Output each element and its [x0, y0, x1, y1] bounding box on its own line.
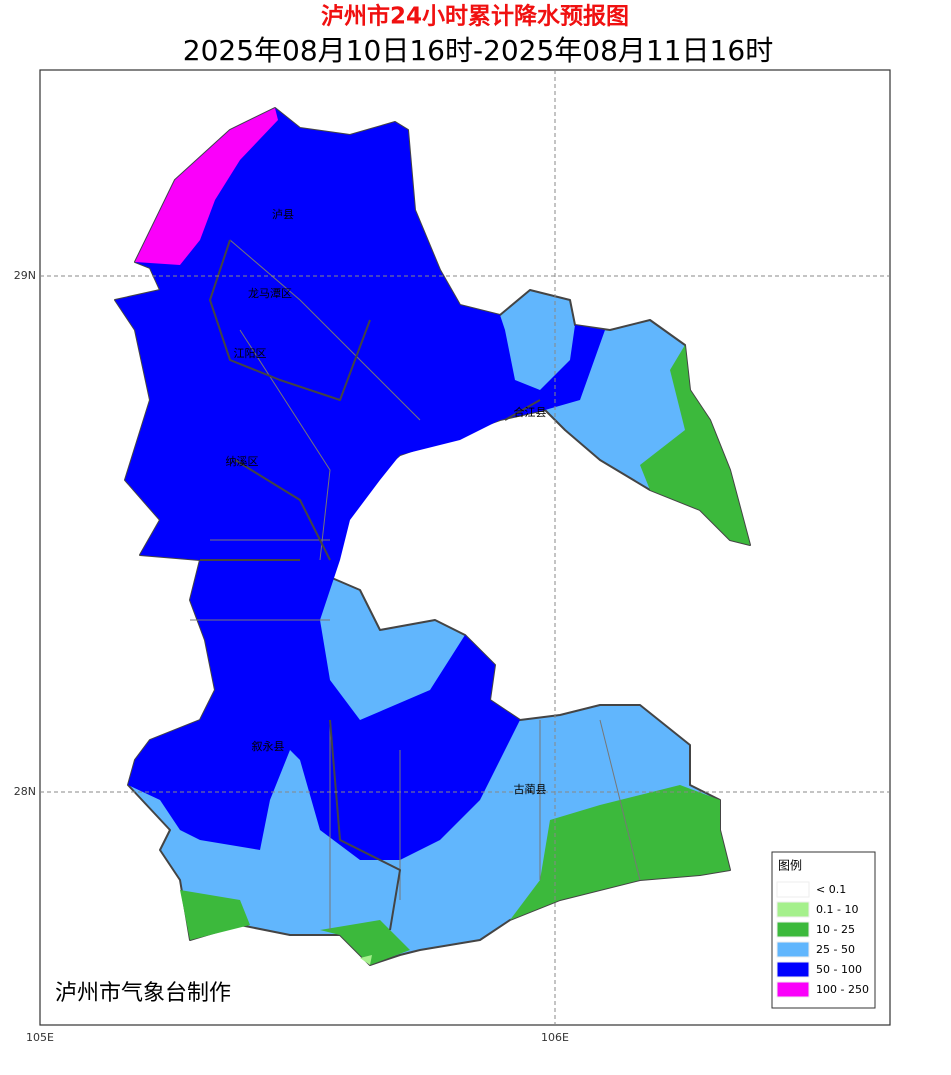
county-borders: [200, 239, 541, 931]
legend-label: 0.1 - 10: [816, 903, 858, 916]
region-10-25: [180, 890, 250, 940]
region-50-100: [115, 108, 605, 860]
legend-swatch: [776, 881, 810, 898]
region-0-10: [360, 955, 372, 965]
region-10-25: [510, 785, 730, 920]
map: [114, 107, 751, 966]
place-label: 龙马潭区: [248, 287, 292, 300]
legend-swatch: [776, 921, 810, 938]
legend-label: 50 - 100: [816, 963, 862, 976]
place-label: 叙永县: [252, 739, 285, 753]
legend-label: 100 - 250: [816, 983, 869, 996]
lat-label: 28N: [14, 785, 36, 798]
region-10-25: [640, 345, 750, 545]
place-label: 古蔺县: [514, 783, 547, 796]
place-label: 纳溪区: [226, 455, 259, 468]
legend-title: 图例: [778, 859, 802, 873]
legend-swatch: [776, 941, 810, 958]
legend-swatch: [776, 981, 810, 998]
title: 泸州市24小时累计降水预报图: [321, 3, 629, 30]
legend: 图例 < 0.1 0.1 - 10 10 - 25 25 - 50 50 - 100 10…: [771, 851, 876, 1009]
place-label: 泸县: [272, 208, 294, 221]
legend-label: 25 - 50: [816, 943, 855, 956]
subtitle: 2025年08月10日16时-2025年08月11日16时: [183, 34, 773, 67]
place-label: 合江县: [514, 405, 547, 419]
region-10-25: [320, 920, 410, 965]
place-label: 江阳区: [234, 347, 267, 360]
lon-label: 105E: [26, 1031, 54, 1044]
legend-label: 10 - 25: [816, 923, 855, 936]
legend-swatch: [776, 961, 810, 978]
legend-swatch: [776, 901, 810, 918]
lat-label: 29N: [14, 269, 36, 282]
credit: 泸州市气象台制作: [55, 981, 231, 1006]
legend-label: < 0.1: [816, 883, 846, 896]
district-borders: [190, 239, 641, 930]
graticule: [40, 70, 890, 1025]
lon-label: 106E: [541, 1031, 569, 1044]
region-100-250: [135, 108, 278, 265]
